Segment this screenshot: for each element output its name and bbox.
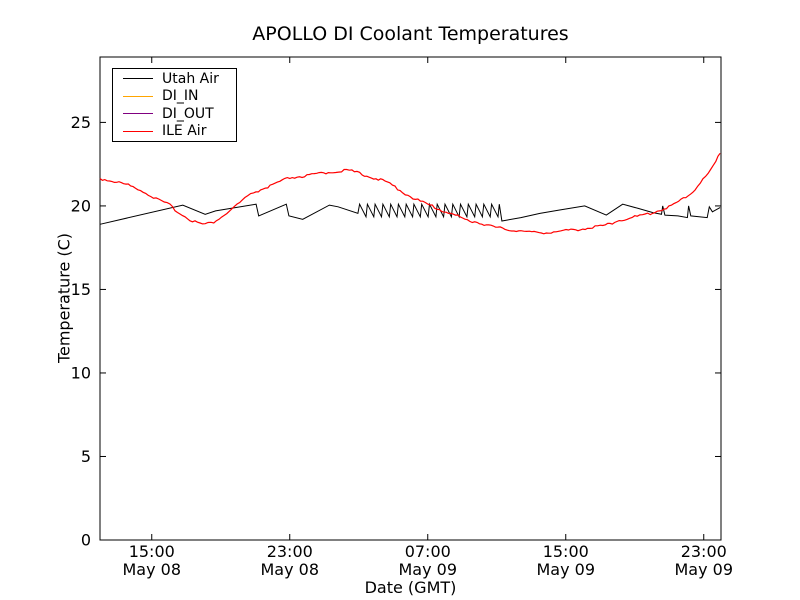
x-tick-label-time: 23:00 [267,542,313,561]
ile-air-line [99,152,721,235]
x-tick-label-date: May 09 [398,560,457,579]
chart-title: APOLLO DI Coolant Temperatures [252,23,569,45]
legend-line-di-out-icon [123,113,153,115]
x-tick-label-date: May 09 [536,560,595,579]
x-axis-label: Date (GMT) [364,578,457,597]
legend-item-utah-air: Utah Air [123,71,236,86]
legend-line-di-in-icon [123,95,153,97]
x-tick-label-time: 23:00 [681,542,727,561]
x-tick-label-date: May 08 [122,560,181,579]
y-tick-label: 0 [81,531,91,550]
legend-item-di-out: DI_OUT [123,106,236,121]
legend-line-utah-air-icon [123,78,153,80]
y-tick-label: 25 [71,113,91,132]
legend-line-ile-air-icon [123,130,153,132]
y-tick-label: 5 [81,447,91,466]
plot-border [99,56,722,541]
legend: Utah Air DI_IN DI_OUT ILE Air [112,68,237,142]
y-tick-label: 10 [71,363,91,382]
legend-label-di-in: DI_IN [162,88,199,105]
legend-label-di-out: DI_OUT [162,105,214,122]
legend-label-utah-air: Utah Air [162,70,219,87]
y-tick-label: 15 [71,280,91,299]
x-tick-label-date: May 09 [674,560,733,579]
legend-item-ile-air: ILE Air [123,124,236,139]
x-tick-label-date: May 08 [260,560,319,579]
legend-label-ile-air: ILE Air [162,123,207,140]
utah-air-line [99,202,721,225]
x-tick-label-time: 15:00 [129,542,175,561]
y-tick-label: 20 [71,196,91,215]
x-tick-label-time: 15:00 [543,542,589,561]
x-tick-label-time: 07:00 [405,542,451,561]
legend-item-di-in: DI_IN [123,89,236,104]
